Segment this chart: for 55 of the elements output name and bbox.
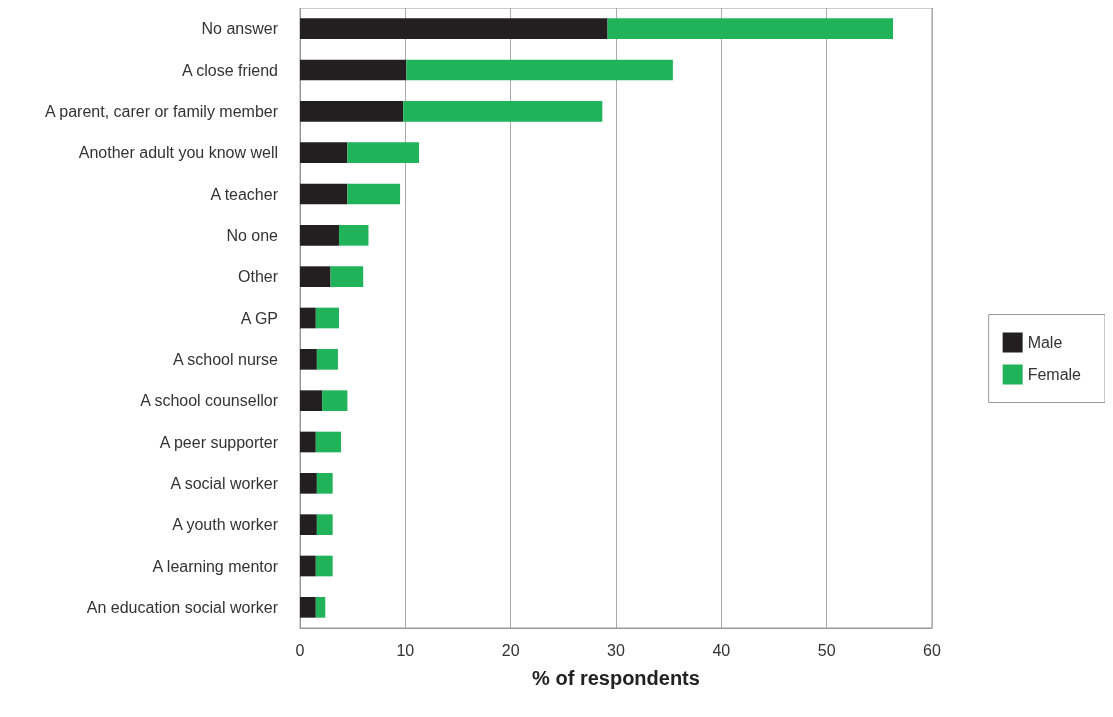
y-tick-label: A close friend [181, 61, 278, 79]
y-tick-label: A social worker [170, 474, 279, 492]
y-tick-label: No answer [201, 20, 279, 38]
y-tick-label: A parent, carer or family member [45, 102, 279, 120]
y-tick-label: Another adult you know well [78, 144, 278, 162]
bar [300, 473, 317, 494]
bar [300, 390, 323, 411]
bar [315, 555, 333, 577]
y-tick-label: An education social worker [86, 598, 279, 616]
bar [300, 266, 331, 287]
bar [300, 225, 339, 246]
bar [300, 18, 608, 39]
y-tick-label: A teacher [210, 185, 279, 203]
y-tick-label: A school nurse [173, 350, 279, 368]
bar [338, 225, 369, 246]
bar [403, 101, 603, 122]
bar [316, 473, 333, 494]
bar [406, 59, 673, 81]
y-tick-label: A GP [240, 309, 278, 327]
bar [300, 597, 316, 618]
bar [607, 18, 894, 39]
bar [316, 349, 338, 370]
bar [316, 514, 333, 535]
y-tick-label: A youth worker [172, 516, 279, 534]
x-axis-title: % of respondents [532, 667, 700, 689]
bar [300, 101, 404, 122]
x-tick-label: 40 [712, 641, 731, 659]
legend-label: Female [1027, 366, 1082, 383]
bar [300, 514, 317, 535]
legend-label: Male [1027, 334, 1063, 351]
bar [315, 307, 339, 329]
bar [300, 349, 317, 370]
bar [300, 183, 348, 205]
bar [300, 431, 316, 453]
y-tick-label: Other [237, 268, 279, 286]
bar [347, 142, 420, 163]
bar [330, 266, 364, 287]
bar [315, 597, 326, 618]
bar [315, 431, 342, 453]
x-tick-label: 10 [396, 641, 415, 659]
bar [347, 183, 401, 205]
x-tick-label: 50 [817, 641, 836, 659]
x-tick-label: 0 [295, 641, 305, 659]
y-tick-label: A school counsellor [140, 392, 279, 410]
x-tick-label: 60 [923, 641, 941, 659]
bar [300, 59, 407, 81]
x-tick-label: 30 [607, 641, 625, 659]
bar [322, 390, 348, 411]
bar [300, 307, 316, 329]
y-tick-label: A peer supporter [159, 433, 279, 451]
y-tick-label: A learning mentor [152, 557, 279, 575]
x-tick-label: 20 [501, 641, 520, 659]
bar [300, 555, 316, 577]
y-tick-label: No one [226, 226, 279, 244]
bar [300, 142, 348, 163]
